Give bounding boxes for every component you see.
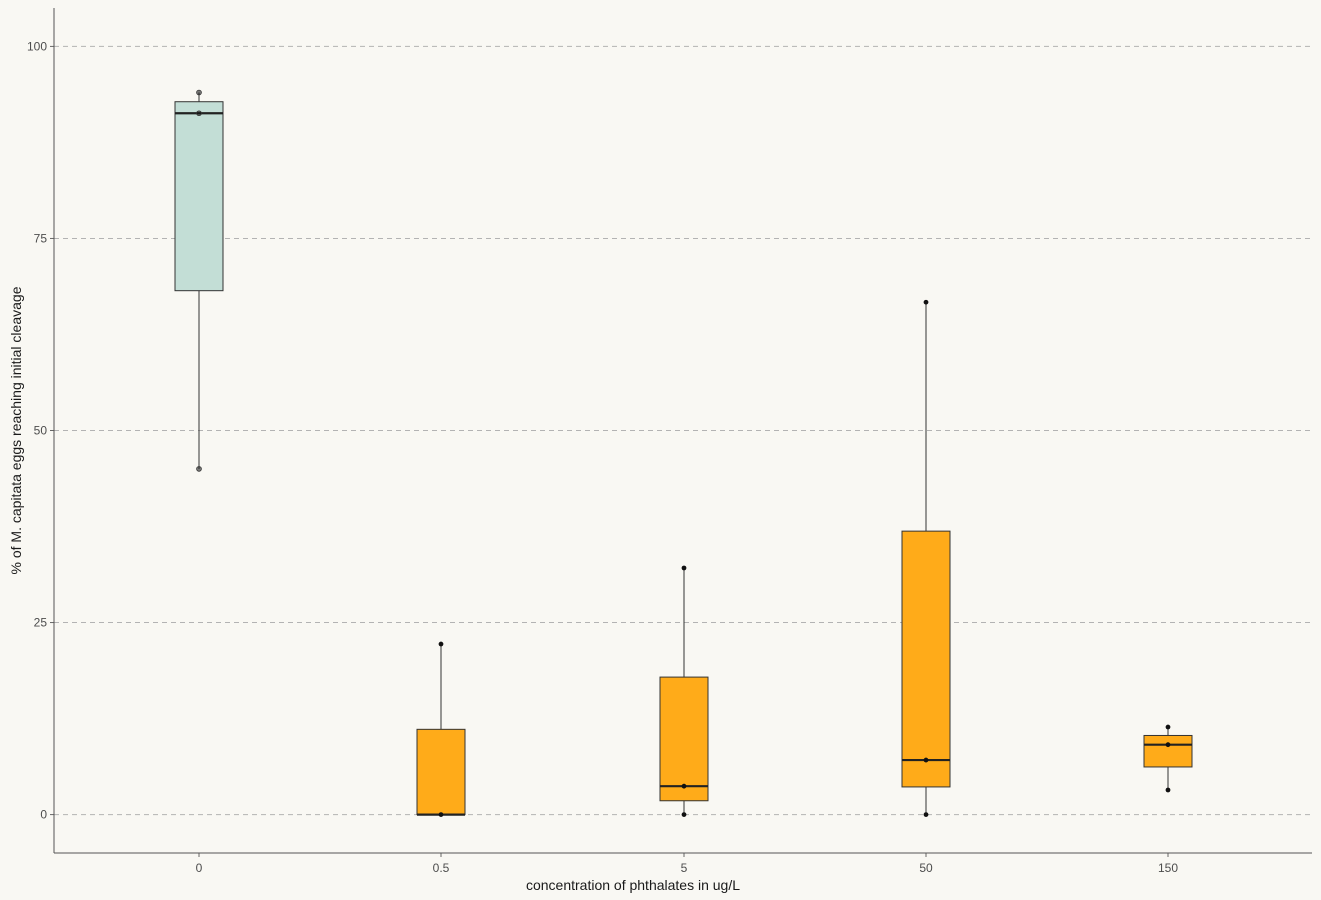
- data-point: [196, 466, 202, 472]
- y-tick-label: 25: [34, 616, 48, 630]
- grid-lines: [54, 45, 1312, 816]
- data-point: [438, 812, 444, 817]
- box-iqr: [1143, 734, 1193, 768]
- data-point: [681, 565, 687, 571]
- y-tick-label: 100: [27, 39, 47, 53]
- data-point: [681, 783, 687, 789]
- box-iqr: [416, 728, 466, 816]
- x-tick-label: 5: [681, 861, 688, 875]
- data-points: [196, 89, 1171, 817]
- data-point: [923, 299, 929, 305]
- y-axis-ticks: 0 25 50 75 100: [27, 39, 54, 822]
- x-tick-label: 0.5: [433, 861, 450, 875]
- data-point: [923, 812, 929, 817]
- y-tick-label: 0: [40, 808, 47, 822]
- box-50: [901, 302, 951, 815]
- data-point: [1165, 742, 1171, 748]
- box-5: [659, 568, 709, 815]
- data-point: [1165, 724, 1171, 730]
- x-tick-label: 150: [1158, 861, 1178, 875]
- data-point: [1165, 787, 1171, 793]
- box-150: [1143, 727, 1193, 791]
- axes: [53, 8, 1312, 854]
- box-iqr: [901, 530, 951, 788]
- y-tick-label: 50: [34, 424, 48, 438]
- data-point: [923, 757, 929, 763]
- x-tick-label: 50: [919, 861, 933, 875]
- box-0: [174, 92, 224, 469]
- data-point: [681, 812, 687, 817]
- y-axis-title: % of M. capitata eggs reaching initial c…: [8, 286, 24, 574]
- box-0.5: [416, 644, 466, 816]
- box-iqr: [659, 676, 709, 802]
- y-tick-label: 75: [34, 231, 48, 245]
- x-axis-ticks: 0 0.5 5 50 150: [196, 853, 1178, 875]
- x-axis-title: concentration of phthalates in ug/L: [526, 877, 740, 893]
- data-point: [196, 89, 202, 96]
- boxes: [174, 92, 1193, 816]
- x-tick-label: 0: [196, 861, 203, 875]
- box-iqr: [174, 101, 224, 292]
- data-point: [438, 641, 444, 647]
- data-point: [196, 110, 202, 117]
